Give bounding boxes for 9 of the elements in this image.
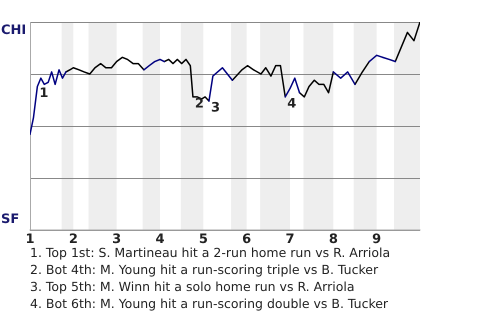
text: SF: [1, 212, 20, 227]
annotation: 4: [287, 96, 296, 112]
text: CHI: [1, 23, 26, 38]
text: 3. Top 5th: M. Winn hit a solo home run vs R. Arriola: [30, 278, 356, 295]
text: 4. Bot 6th: M. Young hit a run-scoring double vs B. Tucker: [30, 295, 390, 312]
annotation: 2: [194, 96, 204, 112]
annotation: 3: [210, 100, 220, 116]
text: 2. Bot 4th: M. Young hit a run-scoring triple vs B. Tucker: [30, 261, 380, 278]
annotation: 1: [39, 86, 48, 101]
